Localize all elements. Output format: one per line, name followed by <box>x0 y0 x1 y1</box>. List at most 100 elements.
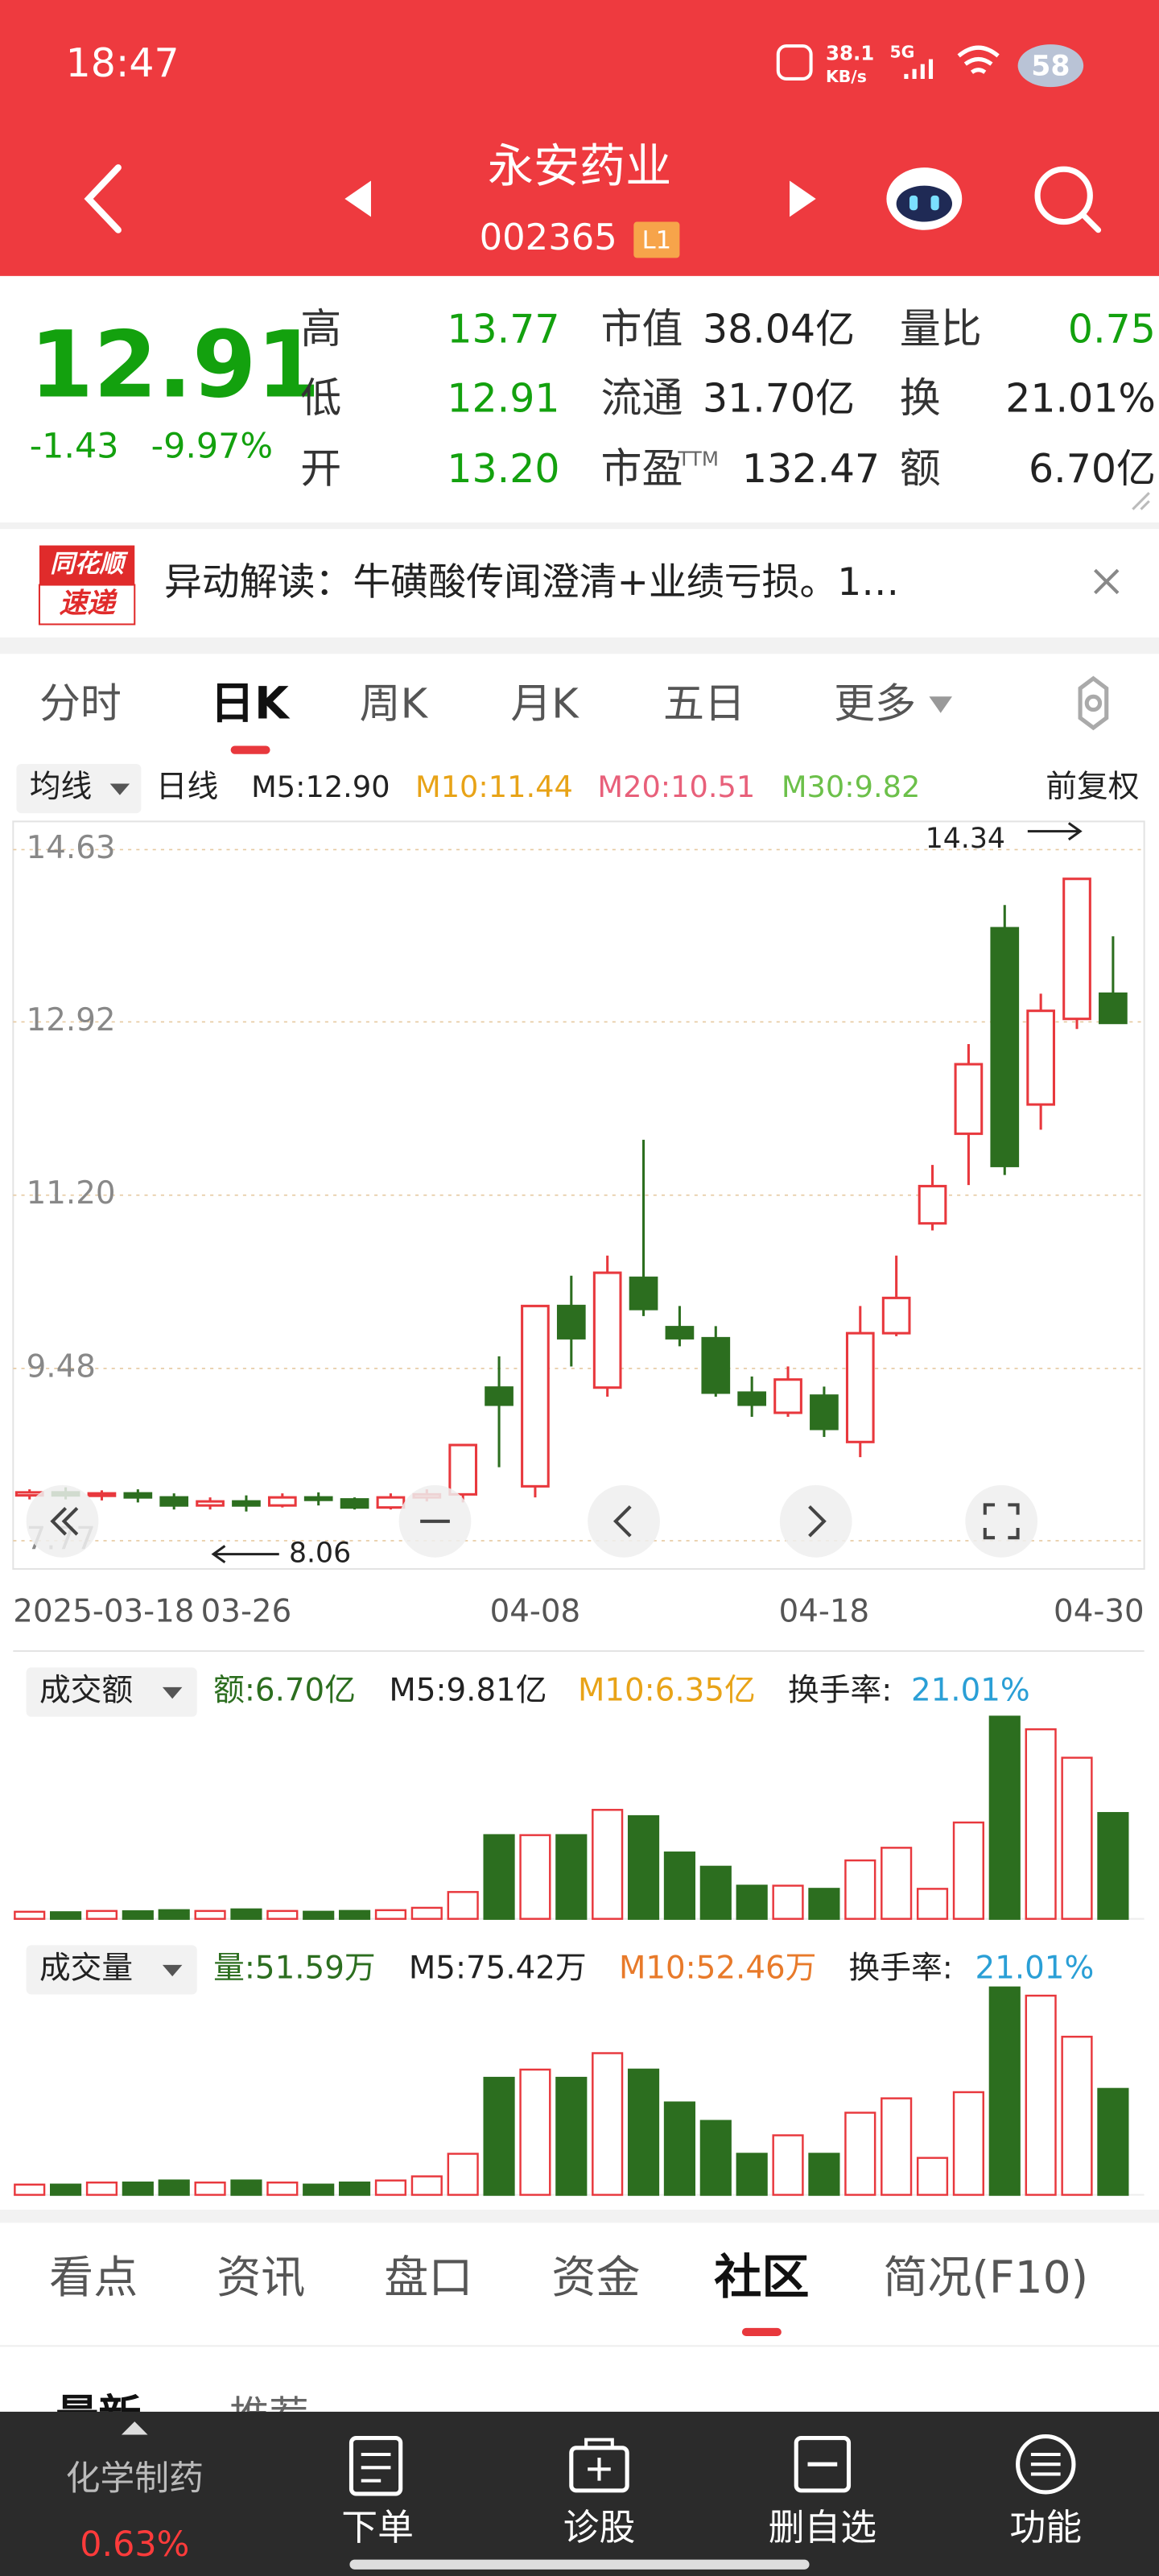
ma-value: M10:11.44 <box>415 770 573 804</box>
legend-item: M5:75.42万 <box>409 1950 587 1986</box>
legend-item: M5:9.81亿 <box>389 1673 547 1709</box>
tab[interactable]: 五日 <box>663 681 745 729</box>
bar <box>627 1814 660 1920</box>
status-speed: 38.1 <box>826 41 874 64</box>
tab[interactable]: 日K <box>210 678 291 729</box>
ma-selector-bg[interactable] <box>16 763 142 814</box>
panel-selector-bg[interactable] <box>26 1945 197 1995</box>
bar <box>14 2183 46 2196</box>
more-arrow <box>929 696 953 713</box>
x-tick-label: 04-18 <box>779 1594 870 1630</box>
tab[interactable]: 社区 <box>714 2249 809 2305</box>
stock-code: 002365 <box>480 216 617 258</box>
x-tick-label: 2025-03-18 <box>13 1594 194 1630</box>
bar <box>627 2068 660 2196</box>
bar <box>1025 1728 1057 1920</box>
bar <box>85 1909 118 1920</box>
bar <box>1097 2087 1129 2196</box>
tab[interactable]: 月K <box>510 681 580 729</box>
bar <box>772 2134 804 2196</box>
candle-body <box>918 1184 947 1225</box>
search-icon <box>1034 166 1093 225</box>
next-stock[interactable] <box>790 180 816 217</box>
candle-body <box>701 1336 731 1394</box>
nav-icon <box>584 2438 614 2481</box>
bar <box>374 1909 407 1920</box>
bar <box>736 2153 768 2196</box>
candle-body <box>340 1498 369 1509</box>
robot-face <box>896 185 953 222</box>
status-time: 18:47 <box>66 40 179 86</box>
control-button[interactable] <box>588 1484 660 1558</box>
bar <box>194 2182 226 2196</box>
candle-body <box>1026 1009 1055 1106</box>
amount-chart: 成交额 额:6.70亿 M5:9.81亿 M10:6.35亿 换手率: 21.01% <box>13 1667 1145 1920</box>
section-tabs: 看点 资讯 盘口 资金 社区 简况(F10) <box>49 2249 1088 2337</box>
bar <box>483 1834 515 1920</box>
min-label: 8.06 <box>289 1538 351 1570</box>
tab[interactable]: 看点 <box>49 2252 138 2303</box>
bar <box>483 2076 515 2196</box>
expand-icon <box>1132 492 1150 510</box>
y-tick-label: 12.92 <box>27 1002 116 1038</box>
settings-icon <box>1084 694 1103 712</box>
control-button[interactable] <box>779 1484 852 1558</box>
search-button[interactable] <box>1034 166 1102 233</box>
bar <box>881 2097 913 2196</box>
settings-icon[interactable] <box>1078 675 1109 731</box>
nav-item[interactable]: 下单 <box>341 2506 414 2549</box>
bar <box>988 1715 1021 1920</box>
max-arrow <box>1027 822 1083 841</box>
x-tick-label: 04-08 <box>490 1594 581 1630</box>
nav-item[interactable]: 删自选 <box>769 2506 877 2549</box>
bar <box>916 2157 949 2196</box>
legend-item: 量:51.59万 <box>213 1950 375 1986</box>
bar <box>338 1909 371 1920</box>
candle-body <box>556 1304 586 1340</box>
quote-value: 38.04亿 <box>703 307 855 353</box>
nav-item[interactable]: 诊股 <box>563 2506 636 2549</box>
control-button[interactable] <box>965 1484 1038 1558</box>
bar <box>881 1847 913 1920</box>
legend-item: M10:6.35亿 <box>578 1673 756 1709</box>
candle-body <box>376 1496 406 1509</box>
prev-stock[interactable] <box>344 180 371 217</box>
tab[interactable]: 资金 <box>551 2252 640 2303</box>
min-arrow <box>211 1545 279 1564</box>
status-network: 5G <box>889 42 914 61</box>
y-tick-label: 9.48 <box>27 1348 96 1385</box>
bar <box>1097 1811 1129 1920</box>
divider <box>0 2209 1159 2223</box>
tab[interactable]: 更多 <box>834 681 916 729</box>
tab[interactable]: 简况(F10) <box>883 2252 1088 2303</box>
quote-label: 高 <box>300 306 341 353</box>
quote-value: 13.77 <box>447 307 559 353</box>
status-icon <box>776 44 813 80</box>
news-close[interactable] <box>1094 568 1120 595</box>
bar <box>952 1821 984 1920</box>
tab[interactable]: 盘口 <box>384 2252 472 2303</box>
turnover-value: 21.01% <box>911 1673 1030 1709</box>
pe-sup: TTM <box>677 447 719 470</box>
candle-body <box>592 1271 622 1389</box>
bar <box>592 2052 624 2196</box>
up-arrow <box>121 2421 148 2435</box>
assistant-button[interactable] <box>886 167 963 230</box>
sector-name[interactable]: 化学制药 <box>66 2458 204 2499</box>
tab[interactable]: 分时 <box>39 681 122 729</box>
bar <box>303 2183 335 2196</box>
bar <box>410 2175 443 2196</box>
bar <box>519 1834 551 1920</box>
ma-selector: 均线 <box>30 769 92 805</box>
adjust-mode[interactable]: 前复权 <box>1046 769 1139 805</box>
news-row[interactable]: 同花顺 速递 异动解读：牛磺酸传闻澄清+业绩亏损。1… <box>38 545 899 625</box>
panel-selector-bg[interactable] <box>26 1667 197 1717</box>
tab[interactable]: 周K <box>360 681 429 729</box>
back-button[interactable] <box>84 164 122 233</box>
bar <box>158 1909 190 1920</box>
tab[interactable]: 资讯 <box>217 2252 305 2303</box>
bar <box>50 2183 82 2196</box>
nav-item[interactable]: 功能 <box>1009 2506 1082 2549</box>
news-logo-bottom <box>38 584 136 625</box>
signal-icon <box>904 59 934 79</box>
